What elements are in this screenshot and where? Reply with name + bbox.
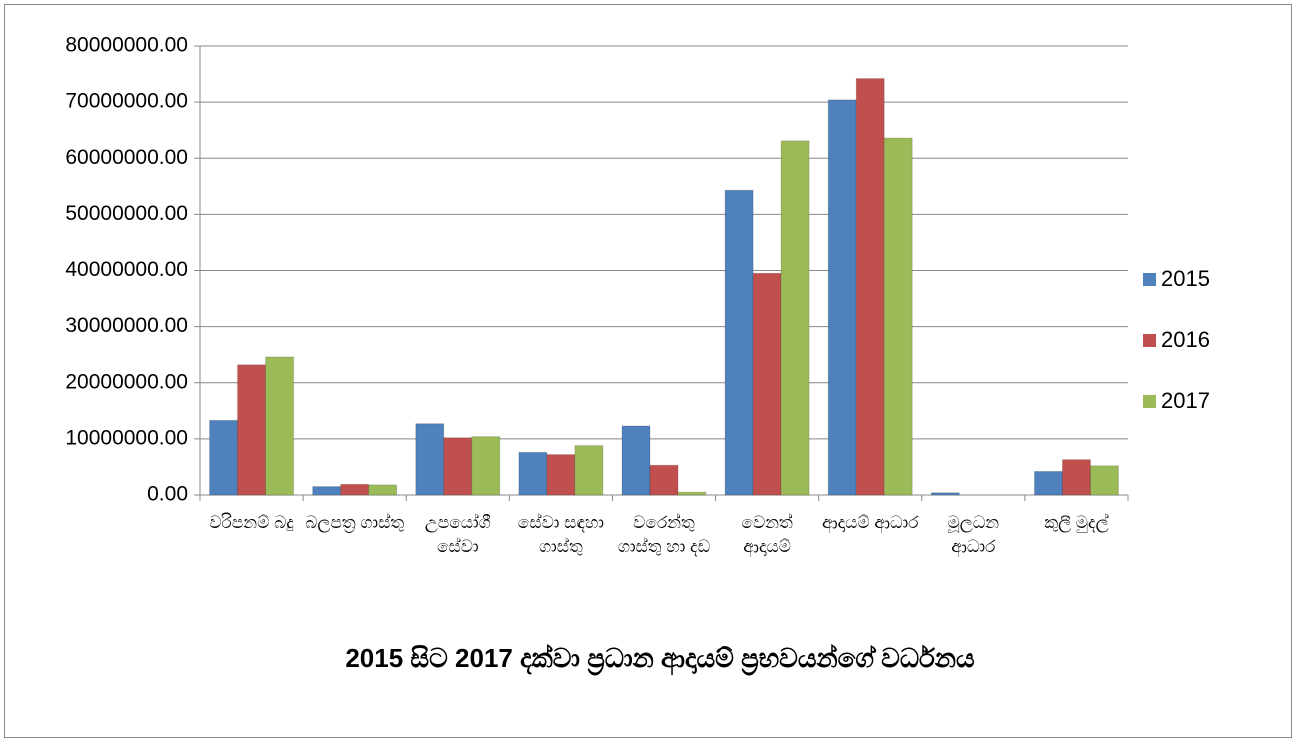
x-tick-label: වරෙන්තු ගාස්තු හා දඩ xyxy=(617,513,711,556)
bar xyxy=(649,464,679,496)
bar xyxy=(471,436,501,496)
y-tick-label: 50000000.00 xyxy=(65,202,188,225)
bar xyxy=(265,356,295,496)
bar xyxy=(930,492,960,496)
bar xyxy=(415,423,445,496)
legend-label: 2017 xyxy=(1161,388,1210,413)
legend-label: 2015 xyxy=(1161,266,1210,291)
bar xyxy=(827,99,857,496)
legend-label: 2016 xyxy=(1161,327,1210,352)
x-tick-label: උපයෝගී සේවා xyxy=(424,513,491,556)
x-tick-label: මූලධන ආධාර xyxy=(947,513,1000,556)
y-tick-label: 0.00 xyxy=(147,483,188,506)
y-tick-label: 20000000.00 xyxy=(65,370,188,393)
x-tick-label: කුලී මුදල් xyxy=(1044,513,1109,532)
bar xyxy=(883,137,913,496)
legend-swatch xyxy=(1143,395,1156,408)
bar xyxy=(443,437,473,496)
bar xyxy=(209,419,239,496)
bar xyxy=(368,484,398,496)
x-tick-label: සේවා සඳහා ගාස්තු xyxy=(517,513,604,556)
bar xyxy=(340,483,370,496)
bar xyxy=(621,425,651,496)
chart-border xyxy=(4,4,1292,738)
y-tick-label: 40000000.00 xyxy=(65,258,188,281)
legend-swatch xyxy=(1143,273,1156,286)
y-tick-label: 60000000.00 xyxy=(65,146,188,169)
bar xyxy=(780,140,810,496)
bar xyxy=(312,486,342,496)
bar xyxy=(752,272,782,496)
bar xyxy=(1061,459,1091,496)
bar xyxy=(518,451,548,496)
bar xyxy=(677,491,707,496)
y-tick-label: 30000000.00 xyxy=(65,314,188,337)
chart-title: 2015 සිට 2017 දක්වා ප්‍රධාන ආදායම් ප්‍රභ… xyxy=(345,643,975,677)
bar xyxy=(574,445,604,496)
bar xyxy=(1033,470,1063,496)
bar xyxy=(546,454,576,496)
legend-swatch xyxy=(1143,334,1156,347)
y-tick-label: 10000000.00 xyxy=(65,426,188,449)
x-tick-label: වෙනත් ආදායම් xyxy=(741,513,793,556)
y-tick-label: 80000000.00 xyxy=(65,34,188,57)
bar xyxy=(1089,465,1119,496)
bar xyxy=(237,364,267,496)
bar xyxy=(855,78,885,496)
x-tick-label: වරිපනම් බදු xyxy=(209,513,294,532)
x-tick-label: බලපත්‍ර ගාස්තු xyxy=(305,513,405,532)
y-tick-label: 70000000.00 xyxy=(65,90,188,113)
x-tick-label: ආදායම් ආධාර xyxy=(821,513,919,532)
bar xyxy=(724,189,754,496)
